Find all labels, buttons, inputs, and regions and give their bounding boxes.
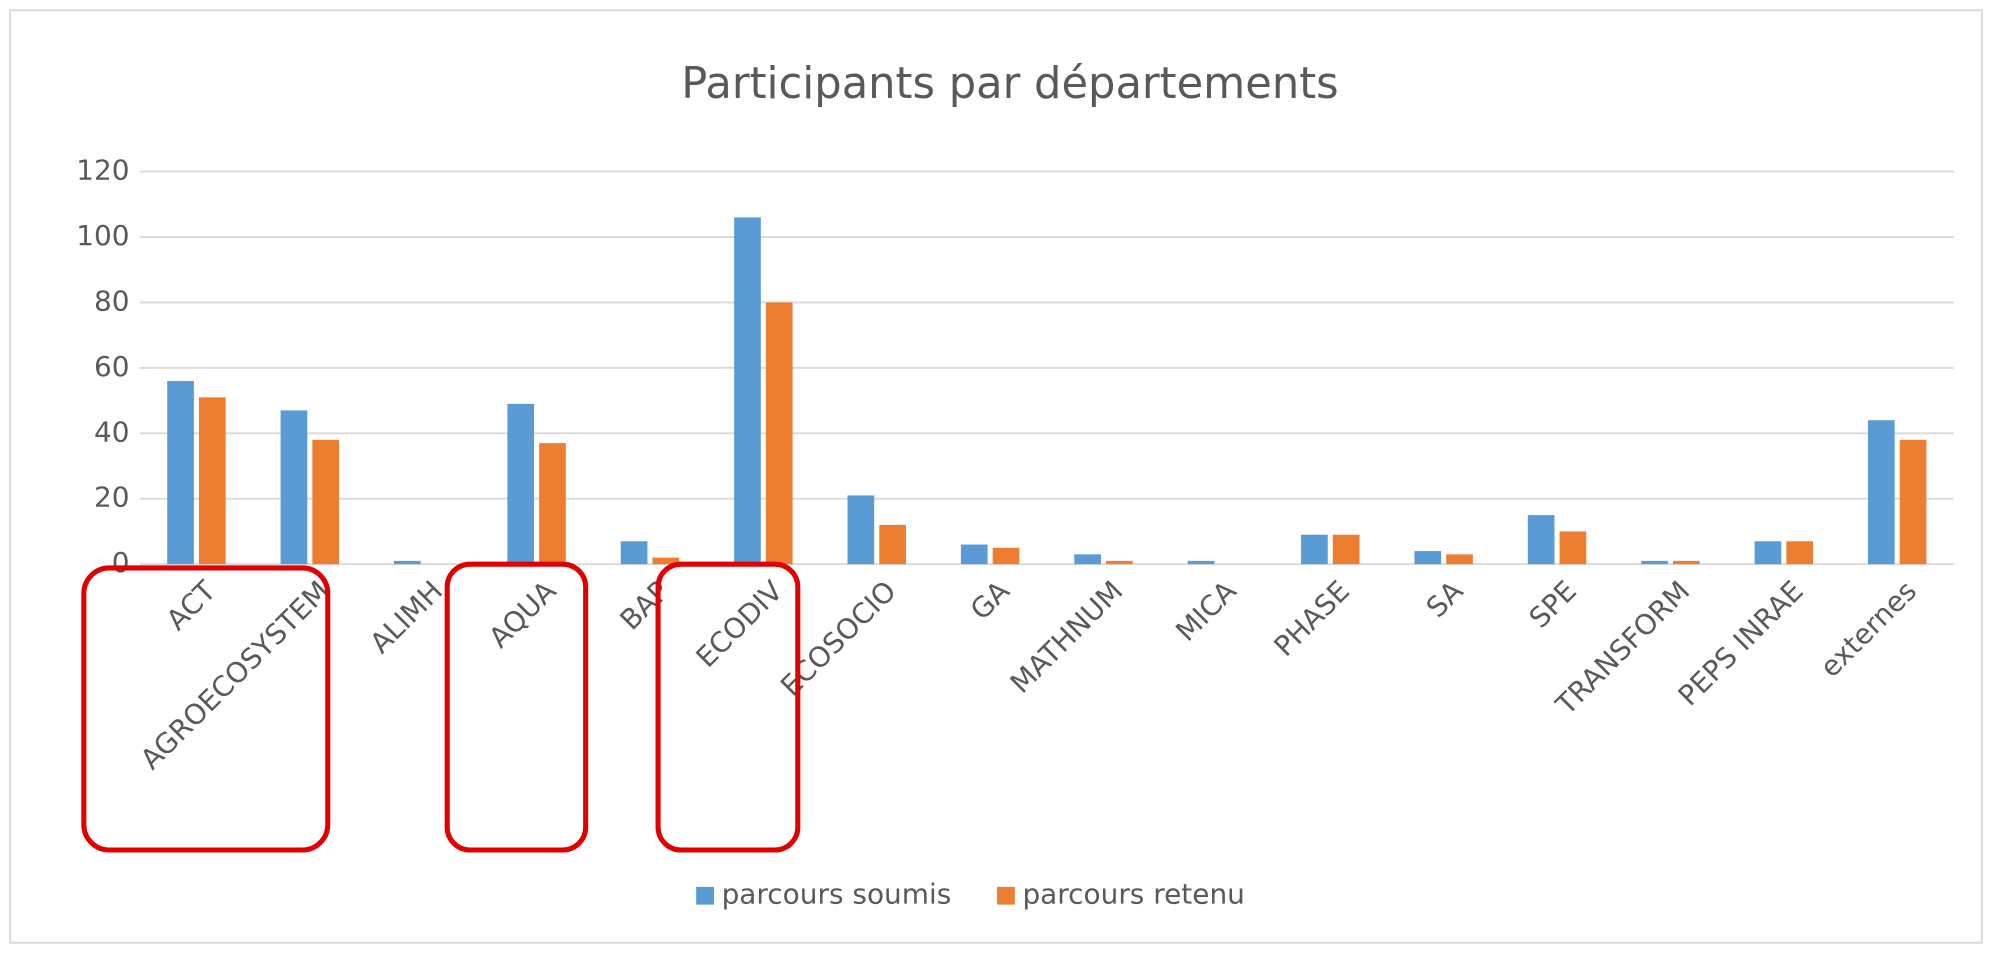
bar — [539, 443, 566, 565]
bar — [1332, 534, 1360, 565]
bar — [1106, 560, 1133, 565]
bar — [1899, 439, 1927, 565]
bar — [1559, 531, 1587, 565]
y-tick-label: 120 — [76, 154, 129, 187]
bar — [1414, 551, 1442, 565]
y-tick-label: 80 — [94, 284, 130, 317]
bar — [198, 397, 226, 565]
bar — [879, 524, 906, 565]
y-tick-label: 0 — [112, 546, 130, 579]
legend-label: parcours retenu — [1022, 878, 1244, 911]
highlight-box — [655, 561, 801, 853]
y-tick-label: 20 — [94, 481, 130, 514]
legend-swatch — [997, 886, 1015, 905]
bar — [393, 560, 421, 565]
bar — [1446, 554, 1473, 565]
bar — [1641, 560, 1668, 565]
bar — [1527, 515, 1555, 565]
bar — [1867, 420, 1895, 565]
bar — [1786, 541, 1814, 565]
bar — [1301, 534, 1328, 565]
bar — [992, 547, 1020, 565]
bar — [652, 557, 680, 565]
bar — [960, 544, 988, 565]
bar — [847, 495, 875, 565]
bar — [507, 403, 535, 565]
chart-title: Participants par départements — [681, 59, 1338, 109]
legend-label: parcours soumis — [722, 878, 952, 911]
bar — [312, 439, 340, 565]
bar — [734, 217, 761, 565]
y-tick-label: 100 — [76, 219, 129, 252]
bar — [620, 541, 648, 565]
legend-swatch — [696, 886, 714, 905]
y-tick-label: 40 — [94, 415, 130, 448]
bar — [280, 410, 308, 565]
highlight-box — [444, 561, 589, 853]
bar — [1672, 560, 1700, 565]
highlight-box — [81, 565, 331, 853]
bar — [1074, 554, 1101, 565]
bar — [167, 380, 194, 565]
bar — [1187, 560, 1215, 565]
bar — [1754, 541, 1782, 565]
y-tick-label: 60 — [94, 350, 130, 383]
bar — [765, 302, 793, 565]
